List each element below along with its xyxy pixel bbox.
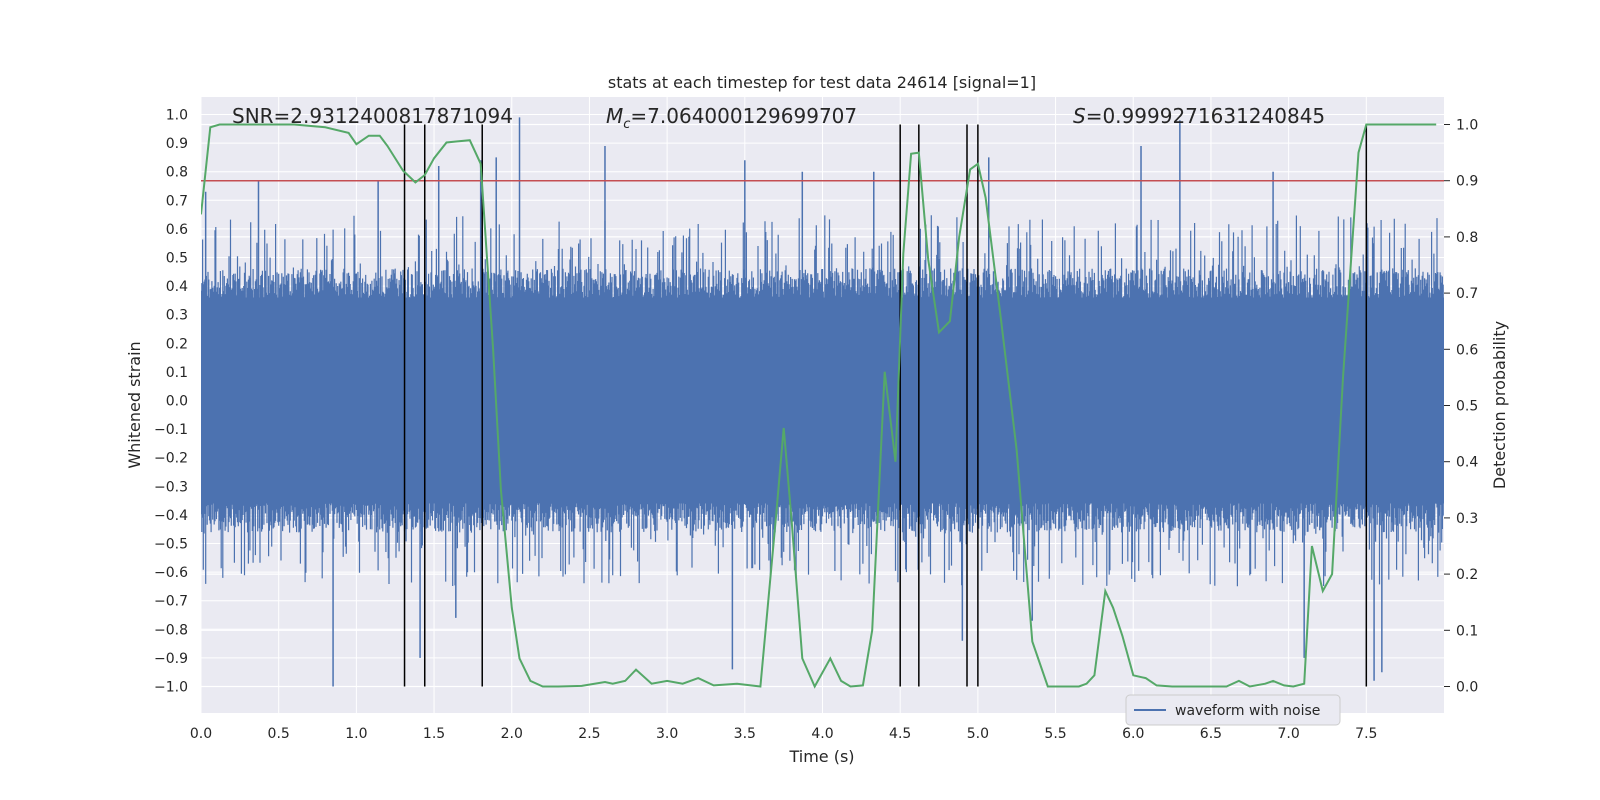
mc-symbol: M <box>606 104 623 128</box>
x-tick-label: 6.5 <box>1200 726 1222 742</box>
x-tick-label: 1.5 <box>423 726 445 742</box>
x-tick-label: 3.0 <box>656 726 678 742</box>
x-tick-label: 2.5 <box>578 726 600 742</box>
x-tick-label: 5.0 <box>967 726 989 742</box>
s-value: =0.9999271631240845 <box>1086 104 1325 128</box>
y-right-tick-label: 0.7 <box>1456 286 1478 302</box>
y-left-tick-label: −1.0 <box>154 680 188 696</box>
y-left-tick-labels: 1.0 0.9 0.8 0.7 0.6 0.5 0.4 0.3 0.2 0.1 0.0 −0.1 −0.… <box>154 108 188 696</box>
y-left-tick-label: 0.0 <box>166 394 188 410</box>
x-tick-label: 4.0 <box>811 726 833 742</box>
y-left-tick-label: 0.6 <box>166 222 188 238</box>
legend: waveform with noise <box>1125 694 1341 726</box>
y-right-axis-label: Detection probability <box>1490 321 1509 489</box>
y-left-axis-label: Whitened strain <box>125 341 144 468</box>
y-left-tick-label: 0.4 <box>166 279 188 295</box>
y-right-tick-label: 1.0 <box>1456 118 1478 134</box>
y-left-tick-label: 0.9 <box>166 136 188 152</box>
y-left-tick-label: −0.9 <box>154 651 188 667</box>
snr-annotation: SNR=2.9312400817871094 <box>232 104 513 128</box>
x-tick-label: 0.0 <box>190 726 212 742</box>
x-tick-label: 1.0 <box>345 726 367 742</box>
y-left-tick-label: 0.2 <box>166 336 188 352</box>
y-right-tick-label: 0.8 <box>1456 230 1478 246</box>
legend-label: waveform with noise <box>1175 703 1320 719</box>
y-right-tick-label: 0.3 <box>1456 511 1478 527</box>
y-left-tick-label: −0.2 <box>154 451 188 467</box>
mc-subscript: c <box>623 117 630 132</box>
x-tick-label: 3.5 <box>734 726 756 742</box>
legend-box <box>1125 694 1341 726</box>
y-left-tick-label: −0.8 <box>154 622 188 638</box>
y-right-tick-label: 0.1 <box>1456 623 1478 639</box>
x-tick-label: 7.0 <box>1277 726 1299 742</box>
y-left-tick-label: 0.7 <box>166 193 188 209</box>
mc-value: =7.064000129699707 <box>630 104 857 128</box>
x-tick-label: 0.5 <box>268 726 290 742</box>
s-annotation: S=0.9999271631240845 <box>1073 104 1325 128</box>
y-right-tick-labels: 1.0 0.9 0.8 0.7 0.6 0.5 0.4 0.3 0.2 0.1 0.0 <box>1444 118 1478 696</box>
waveform-series <box>201 117 1444 687</box>
y-left-tick-label: −0.5 <box>154 537 188 553</box>
y-left-tick-label: −0.1 <box>154 422 188 438</box>
chart-title: stats at each timestep for test data 246… <box>608 73 1036 92</box>
waveform-core <box>201 297 1444 504</box>
y-right-tick-label: 0.4 <box>1456 455 1478 471</box>
y-left-tick-label: −0.3 <box>154 479 188 495</box>
y-right-tick-label: 0.6 <box>1456 342 1478 358</box>
y-right-tick-label: 0.9 <box>1456 174 1478 190</box>
x-tick-label: 7.5 <box>1355 726 1377 742</box>
mc-annotation: Mc=7.064000129699707 <box>606 104 857 132</box>
x-tick-labels: 0.0 0.5 1.0 1.5 2.0 2.5 3.0 3.5 4.0 4.5 5.0 5.5 6.0 6… <box>190 726 1378 742</box>
y-left-tick-label: 1.0 <box>166 108 188 124</box>
x-tick-label: 6.0 <box>1122 726 1144 742</box>
y-left-tick-label: −0.6 <box>154 565 188 581</box>
s-symbol: S <box>1073 104 1086 128</box>
x-axis-label: Time (s) <box>788 747 854 766</box>
y-right-tick-label: 0.5 <box>1456 399 1478 415</box>
y-left-tick-label: 0.3 <box>166 308 188 324</box>
x-tick-label: 2.0 <box>501 726 523 742</box>
y-left-tick-label: 0.5 <box>166 251 188 267</box>
probability-line <box>201 123 1437 689</box>
y-right-tick-label: 0.2 <box>1456 567 1478 583</box>
x-tick-label: 4.5 <box>889 726 911 742</box>
y-left-tick-label: −0.7 <box>154 594 188 610</box>
y-left-tick-label: −0.4 <box>154 508 188 524</box>
y-left-tick-label: 0.1 <box>166 365 188 381</box>
y-left-tick-label: 0.8 <box>166 165 188 181</box>
y-right-tick-label: 0.0 <box>1456 680 1478 696</box>
vertical-lines <box>403 124 1368 687</box>
x-tick-label: 5.5 <box>1044 726 1066 742</box>
